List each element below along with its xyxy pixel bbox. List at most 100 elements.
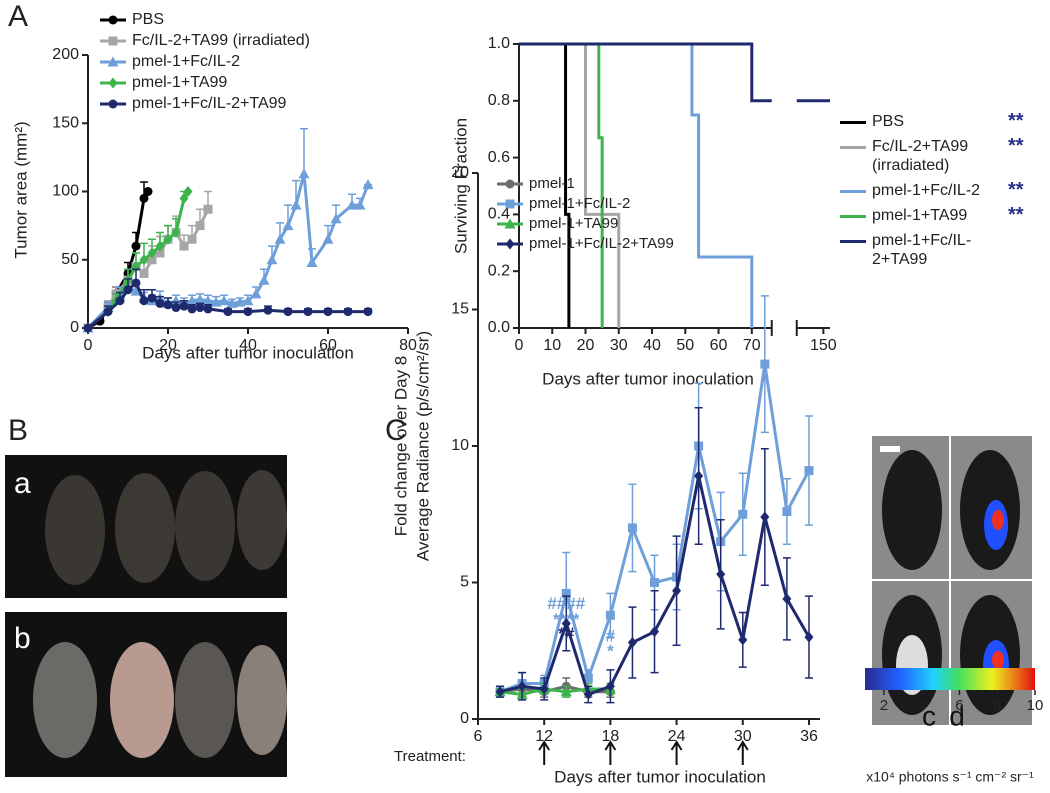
annotation: * <box>607 642 614 661</box>
y-tick-label: 5 <box>460 574 469 591</box>
x-tick-label: 40 <box>643 337 661 354</box>
marker <box>123 285 133 295</box>
y-tick-label: 200 <box>52 46 79 63</box>
y-tick-label: 0.8 <box>488 92 510 109</box>
treatment-arrow <box>538 740 551 765</box>
marker <box>234 296 246 307</box>
colorbar-tick-label: 6 <box>955 697 963 714</box>
x-tick-label: 70 <box>743 337 761 354</box>
marker <box>354 199 366 210</box>
marker <box>650 578 660 587</box>
marker <box>539 683 549 695</box>
marker <box>517 680 527 692</box>
legend-item: pmel-1+Fc/IL-2 ** <box>840 180 1045 200</box>
marker <box>627 523 637 533</box>
marker <box>362 179 374 190</box>
legend-label: pmel-1 <box>529 175 575 192</box>
marker <box>605 680 615 692</box>
legend-label: pmel-1+Fc/IL-2+TA99 <box>529 235 674 252</box>
marker <box>283 307 293 317</box>
marker <box>263 305 273 315</box>
y-axis-label: Fold change over Day 8 <box>391 356 410 537</box>
marker <box>346 199 358 210</box>
marker <box>187 304 197 314</box>
legend: PBS ** Fc/IL-2+TA99 (irradiated) ** pmel-1+F… <box>840 111 1045 275</box>
marker <box>363 307 373 317</box>
marker <box>187 234 197 244</box>
x-tick-label: 150 <box>810 337 837 354</box>
marker <box>605 610 615 620</box>
legend-label: pmel-1+TA99 <box>872 207 968 224</box>
marker <box>561 588 571 598</box>
panel-label: C <box>385 414 407 447</box>
survival-curve <box>519 42 830 103</box>
x-tick-label: 20 <box>577 337 595 354</box>
marker <box>179 241 189 251</box>
marker <box>108 77 118 89</box>
x-tick-label: 60 <box>319 337 337 354</box>
marker <box>298 168 310 179</box>
annotation: *# <box>558 624 575 643</box>
treatment-arrow <box>670 740 683 765</box>
marker <box>186 295 198 306</box>
annotation: #### <box>547 594 585 613</box>
y-tick-label: 0.0 <box>488 319 510 336</box>
marker <box>672 585 682 597</box>
marker <box>203 204 213 214</box>
marker <box>103 307 113 317</box>
marker <box>163 233 173 245</box>
photo-label: b <box>14 622 31 655</box>
marker <box>183 186 193 197</box>
significance: ** <box>1008 204 1024 226</box>
marker <box>202 295 214 306</box>
y-tick-label: 0 <box>460 710 469 727</box>
marker <box>195 221 205 231</box>
x-tick-label: 40 <box>239 337 257 354</box>
marker <box>108 36 118 46</box>
x-tick-label: 24 <box>668 728 686 745</box>
marker <box>804 466 814 476</box>
marker <box>782 593 792 605</box>
marker <box>343 307 353 317</box>
x-tick-label: 60 <box>710 337 728 354</box>
x-tick-label: 50 <box>676 337 694 354</box>
marker <box>155 248 165 258</box>
colorbar-label: x10⁴ photons s⁻¹ cm⁻² sr⁻¹ <box>866 769 1034 785</box>
legend-swatch <box>840 146 866 149</box>
marker <box>504 218 516 229</box>
marker <box>194 293 206 304</box>
y-tick-label: 1.0 <box>488 35 510 52</box>
marker <box>716 568 726 580</box>
marker <box>210 296 222 307</box>
marker <box>760 511 770 523</box>
y-tick-label: 100 <box>52 183 79 200</box>
colorbar <box>865 668 1035 690</box>
legend-label: pmel-1+Fc/IL-2 <box>529 195 630 212</box>
legend-label: pmel-1+TA99 <box>529 215 618 232</box>
legend-label: PBS <box>872 113 905 130</box>
marker <box>322 233 334 244</box>
error-bar <box>300 127 308 174</box>
marker <box>505 238 515 250</box>
marker <box>115 296 125 306</box>
marker <box>258 274 270 285</box>
y-tick-label: 0.4 <box>488 206 510 223</box>
marker <box>147 247 157 259</box>
marker <box>250 288 262 299</box>
marker <box>330 213 342 224</box>
marker <box>131 278 141 288</box>
marker <box>274 233 286 244</box>
marker <box>131 241 141 251</box>
y-tick-label: 20 <box>451 164 469 181</box>
marker <box>583 688 593 700</box>
marker <box>139 296 149 306</box>
marker <box>108 15 118 25</box>
marker <box>179 192 189 204</box>
marker <box>583 673 593 683</box>
y-axis-label: Surviving Fraction <box>451 118 470 254</box>
marker <box>242 295 254 306</box>
marker <box>782 507 792 517</box>
marker <box>804 631 814 643</box>
photo-label: d <box>949 700 965 731</box>
marker <box>495 686 505 698</box>
